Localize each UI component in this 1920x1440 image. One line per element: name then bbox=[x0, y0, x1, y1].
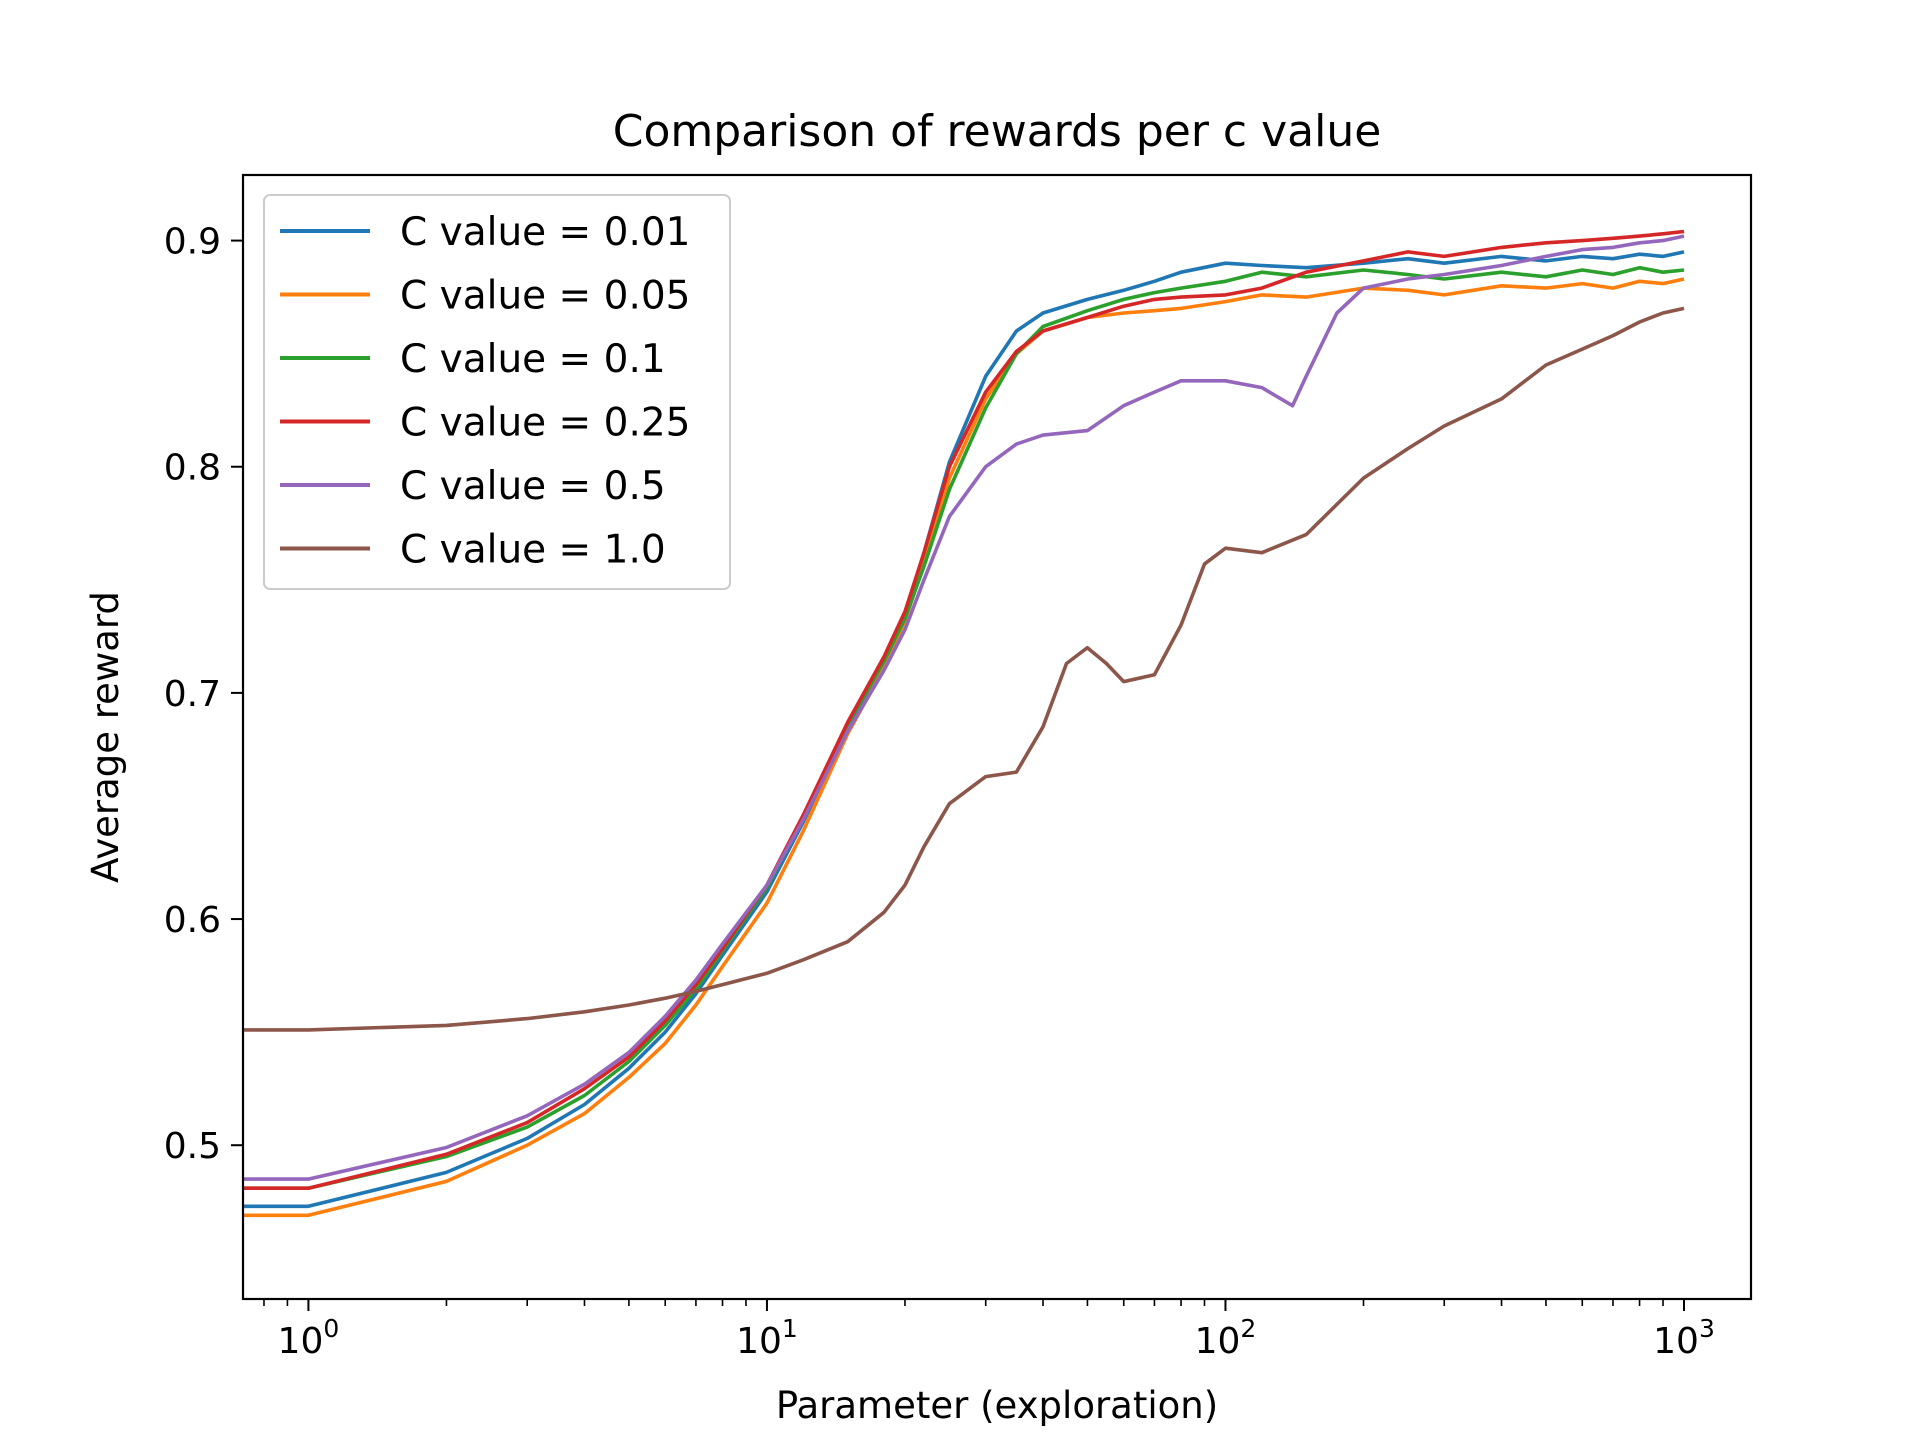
plot-lines bbox=[243, 229, 1685, 1218]
x-tick-label: 100 bbox=[278, 1314, 340, 1362]
legend-label: C value = 0.25 bbox=[400, 401, 690, 446]
x-tick-label: 101 bbox=[736, 1314, 798, 1362]
y-axis: 0.5 0.6 0.7 0.8 0.9 bbox=[164, 222, 243, 1167]
legend-label: C value = 0.5 bbox=[400, 464, 666, 509]
legend: C value = 0.01 C value = 0.05 C value = 0.… bbox=[263, 194, 731, 590]
plot-frame bbox=[241, 173, 1753, 1301]
legend-label: C value = 0.01 bbox=[400, 210, 690, 255]
y-tick-label: 0.9 bbox=[164, 222, 221, 263]
x-tick-label: 102 bbox=[1195, 1314, 1257, 1362]
chart-title: Comparison of rewards per c value bbox=[613, 106, 1382, 157]
series-line-1 bbox=[243, 250, 1685, 1209]
series-line-4 bbox=[243, 229, 1685, 1190]
y-tick-label: 0.8 bbox=[164, 448, 221, 489]
x-axis-title: Parameter (exploration) bbox=[776, 1384, 1218, 1427]
y-axis-title: Average reward bbox=[84, 591, 127, 883]
x-tick-label: 103 bbox=[1653, 1314, 1715, 1362]
legend-label: C value = 1.0 bbox=[400, 528, 666, 573]
y-tick-label: 0.6 bbox=[164, 900, 221, 941]
series-line-6 bbox=[243, 306, 1685, 1032]
legend-box bbox=[263, 194, 731, 590]
y-tick-label: 0.5 bbox=[164, 1126, 221, 1167]
x-axis: 100 101 102 103 bbox=[263, 1299, 1715, 1362]
series-line-5 bbox=[243, 234, 1685, 1181]
y-tick-label: 0.7 bbox=[164, 674, 221, 715]
legend-label: C value = 0.1 bbox=[400, 337, 666, 382]
legend-label: C value = 0.05 bbox=[400, 274, 690, 319]
